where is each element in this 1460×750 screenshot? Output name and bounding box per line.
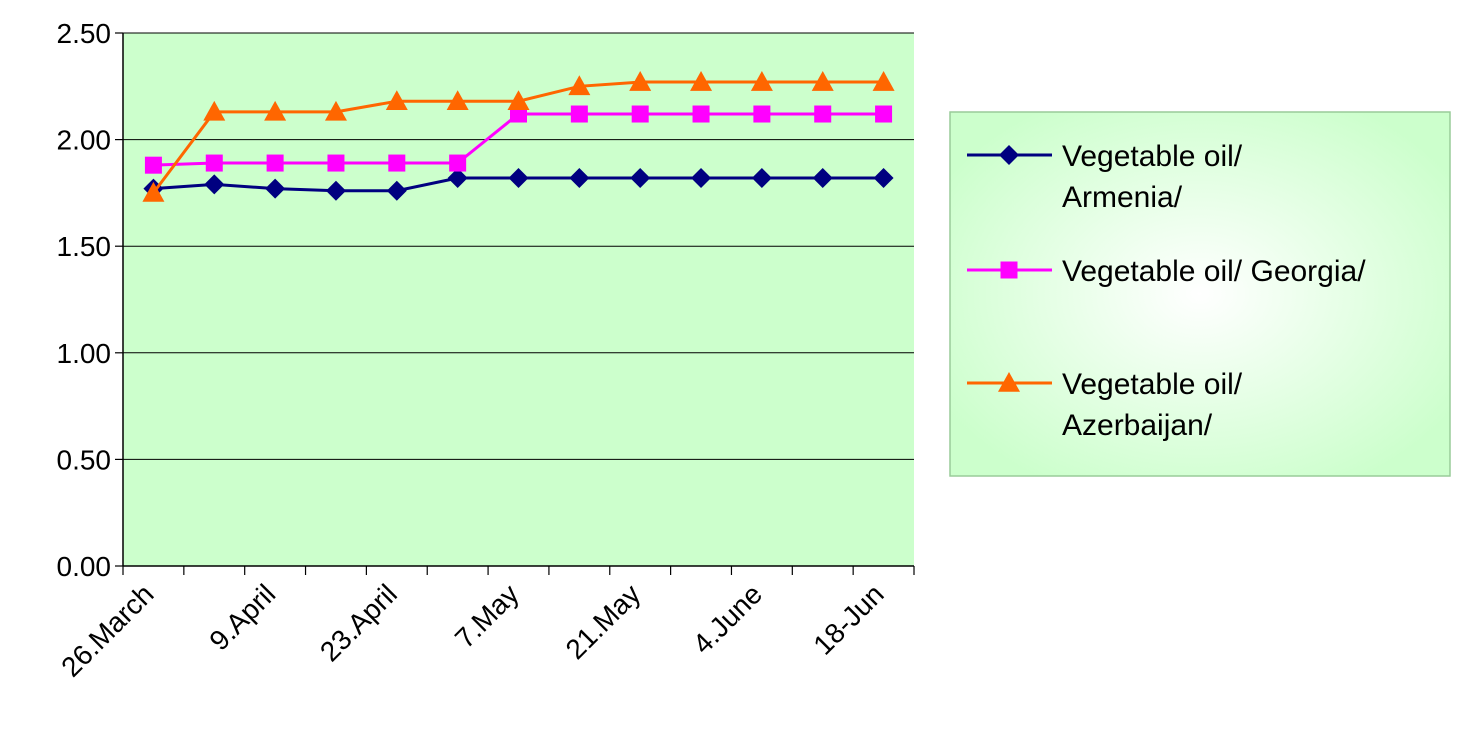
data-point (205, 154, 223, 172)
data-point (631, 105, 649, 123)
data-point (327, 154, 345, 172)
data-point (875, 105, 893, 123)
data-point (324, 100, 347, 121)
data-point (629, 71, 652, 91)
data-point (265, 178, 286, 199)
legend-label: Azerbaijan/ (1062, 409, 1213, 442)
legend-label: Vegetable oil/ (1062, 368, 1243, 401)
gridlines (123, 32, 914, 460)
data-point (264, 100, 287, 121)
y-tick-label: 2.00 (57, 125, 112, 156)
data-point (811, 71, 834, 91)
x-tick-label: 7.May (449, 578, 525, 654)
data-point (447, 167, 468, 188)
legend-marker (999, 145, 1019, 165)
data-point (692, 105, 710, 123)
data-point (386, 180, 407, 201)
data-point (872, 71, 895, 91)
legend-entry-3: Vegetable oil/Azerbaijan/ (967, 368, 1243, 442)
y-tick-label: 0.00 (57, 551, 112, 582)
data-point (753, 105, 771, 123)
x-tick-label: 23.April (314, 578, 403, 667)
legend-entry-1: Vegetable oil/Armenia/ (967, 140, 1243, 214)
data-point (630, 167, 651, 188)
y-axis-ticks: 0.00 0.50 1.00 1.50 2.00 2.50 (57, 18, 123, 582)
data-point (751, 167, 772, 188)
x-tick-label: 9.April (203, 578, 281, 656)
data-point (570, 105, 588, 123)
series-2 (144, 105, 893, 174)
data-point (266, 154, 284, 172)
series-layer (142, 71, 895, 202)
x-tick-label: 18-Jun (807, 578, 889, 660)
x-tick-label: 26.March (55, 578, 159, 682)
axes (122, 33, 914, 567)
data-point (446, 90, 469, 111)
legend-marker (1000, 261, 1018, 279)
data-point (325, 180, 346, 201)
data-point (388, 154, 406, 172)
series-1 (143, 167, 894, 201)
legend: Vegetable oil/Armenia/Vegetable oil/ Geo… (949, 111, 1451, 477)
legend-label: Vegetable oil/ (1062, 140, 1243, 173)
data-point (569, 167, 590, 188)
data-point (814, 105, 832, 123)
y-tick-label: 1.00 (57, 338, 112, 369)
legend-label: Vegetable oil/ Georgia/ (1062, 255, 1366, 288)
legend-box (949, 111, 1451, 477)
data-point (690, 71, 713, 91)
x-tick-label: 4.June (687, 578, 768, 659)
legend-marker (998, 372, 1020, 392)
data-point (873, 167, 894, 188)
x-axis-ticks: 26.March 9.April 23.April 7.May 21.May 4.June… (55, 566, 915, 683)
x-tick-label: 21.May (560, 578, 647, 665)
data-point (144, 156, 162, 174)
data-point (385, 90, 408, 111)
y-tick-label: 1.50 (57, 231, 112, 262)
data-point (812, 167, 833, 188)
legend-label: Armenia/ (1062, 181, 1183, 214)
series-3 (142, 71, 895, 202)
data-point (204, 174, 225, 195)
data-point (142, 181, 165, 202)
data-point (750, 71, 773, 91)
data-point (203, 100, 226, 121)
data-point (508, 167, 529, 188)
y-tick-label: 0.50 (57, 444, 112, 475)
legend-entry-2: Vegetable oil/ Georgia/ (967, 255, 1366, 288)
y-tick-label: 2.50 (57, 18, 112, 49)
data-point (568, 75, 591, 96)
data-point (691, 167, 712, 188)
data-point (507, 90, 530, 111)
data-point (449, 154, 467, 172)
